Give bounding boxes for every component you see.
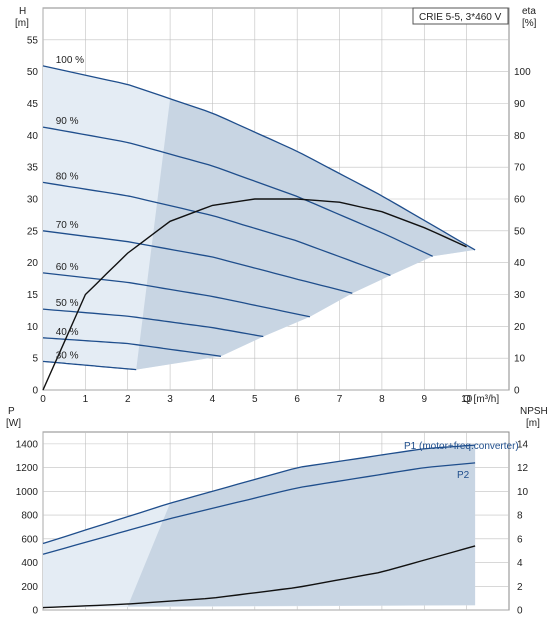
flow-tick-label: 9 xyxy=(421,394,427,405)
eta-tick-label: 20 xyxy=(514,322,526,333)
speed-curve-label: 40 % xyxy=(56,327,79,338)
npsh-tick-label: 4 xyxy=(517,558,523,569)
npsh-axis-title: NPSH xyxy=(520,406,548,417)
head-tick-label: 10 xyxy=(27,322,39,333)
speed-curve xyxy=(42,230,353,294)
head-curves xyxy=(42,65,476,391)
eta-tick-label: 40 xyxy=(514,258,526,269)
speed-curve xyxy=(42,65,476,251)
speed-curve-label: 80 % xyxy=(56,171,79,182)
power-tick-label: 800 xyxy=(21,511,38,522)
speed-curve xyxy=(42,181,391,277)
flow-tick-label: 2 xyxy=(125,394,131,405)
flow-tick-label: 6 xyxy=(294,394,300,405)
power-tick-label: 400 xyxy=(21,558,38,569)
speed-curve xyxy=(42,360,137,371)
head-tick-label: 15 xyxy=(27,290,39,301)
eta-axis-unit: [%] xyxy=(522,18,537,29)
power-curve xyxy=(42,444,476,545)
power-curves xyxy=(42,444,476,609)
speed-curve-label: 30 % xyxy=(56,350,79,361)
eta-tick-label: 100 xyxy=(514,67,531,78)
head-operating-region xyxy=(43,65,476,370)
speed-curve-label: 100 % xyxy=(56,55,84,66)
power-axis-ticks: 0 200 400 600 800 1000 1200 1400 0 2 4 6 8 10 12 14 xyxy=(16,439,529,616)
eta-tick-label: 70 xyxy=(514,163,526,174)
efficiency-curve xyxy=(42,198,467,391)
eta-axis-title: eta xyxy=(522,6,536,17)
speed-curve xyxy=(42,308,264,338)
power-tick-label: 1400 xyxy=(16,439,39,450)
power-tick-label: 600 xyxy=(21,534,38,545)
power-axis-unit: [W] xyxy=(6,418,21,429)
eta-tick-label: 80 xyxy=(514,131,526,142)
model-label-box xyxy=(412,7,509,25)
flow-tick-label: 4 xyxy=(210,394,216,405)
speed-curve-label: 90 % xyxy=(56,116,79,127)
head-tick-label: 35 xyxy=(27,163,39,174)
npsh-tick-label: 10 xyxy=(517,487,529,498)
npsh-tick-label: 0 xyxy=(517,606,523,617)
head-tick-label: 50 xyxy=(27,67,39,78)
speed-curve-label: 60 % xyxy=(56,262,79,273)
flow-tick-label: 10 xyxy=(461,394,473,405)
power-region-main xyxy=(127,445,476,607)
eta-tick-label: 10 xyxy=(514,354,526,365)
flow-tick-label: 0 xyxy=(40,394,46,405)
head-axis-unit: [m] xyxy=(15,18,29,29)
eta-tick-label: 90 xyxy=(514,99,526,110)
speed-curve-label: 70 % xyxy=(56,220,79,231)
flow-tick-label: 8 xyxy=(379,394,385,405)
npsh-tick-label: 14 xyxy=(517,439,529,450)
p2-series-label: P2 xyxy=(457,470,470,481)
flow-tick-label: 3 xyxy=(167,394,173,405)
power-tick-label: 0 xyxy=(32,606,38,617)
head-tick-label: 5 xyxy=(32,354,38,365)
flow-tick-label: 7 xyxy=(337,394,343,405)
flow-axis-title: Q [m³/h] xyxy=(463,394,499,405)
head-tick-label: 25 xyxy=(27,226,39,237)
head-tick-label: 30 xyxy=(27,195,39,206)
p1-series-label: P1 (motor+freq.converter) xyxy=(404,441,519,452)
head-curve-labels: 100 % 90 % 80 % 70 % 60 % 50 % 40 % 30 % xyxy=(56,55,84,361)
model-label: CRIE 5-5, 3*460 V xyxy=(419,12,502,23)
eta-tick-label: 0 xyxy=(514,386,520,397)
power-axis-title: P xyxy=(8,406,15,417)
head-axis-title: H xyxy=(19,6,26,17)
eta-tick-label: 30 xyxy=(514,290,526,301)
head-tick-label: 0 xyxy=(32,386,38,397)
head-axis-ticks: 0 1 2 3 4 5 6 7 8 9 100510152025303540455055010203… xyxy=(27,35,531,405)
npsh-axis-unit: [m] xyxy=(526,418,540,429)
flow-tick-label: 1 xyxy=(83,394,89,405)
npsh-tick-label: 6 xyxy=(517,534,523,545)
head-region-main xyxy=(136,98,476,370)
power-operating-region xyxy=(43,445,476,608)
npsh-curve xyxy=(42,545,476,609)
speed-curve xyxy=(42,126,433,257)
speed-curve xyxy=(42,272,311,318)
speed-curve xyxy=(42,337,222,357)
head-tick-label: 40 xyxy=(27,131,39,142)
power-curve xyxy=(42,462,476,555)
npsh-tick-label: 8 xyxy=(517,511,523,522)
flow-tick-label: 5 xyxy=(252,394,258,405)
eta-tick-label: 50 xyxy=(514,226,526,237)
npsh-tick-label: 12 xyxy=(517,463,529,474)
power-tick-label: 200 xyxy=(21,582,38,593)
npsh-tick-label: 2 xyxy=(517,582,523,593)
eta-tick-label: 60 xyxy=(514,195,526,206)
head-tick-label: 55 xyxy=(27,35,39,46)
head-tick-label: 45 xyxy=(27,99,39,110)
power-tick-label: 1200 xyxy=(16,463,39,474)
power-tick-label: 1000 xyxy=(16,487,39,498)
speed-curve-label: 50 % xyxy=(56,298,79,309)
head-tick-label: 20 xyxy=(27,258,39,269)
